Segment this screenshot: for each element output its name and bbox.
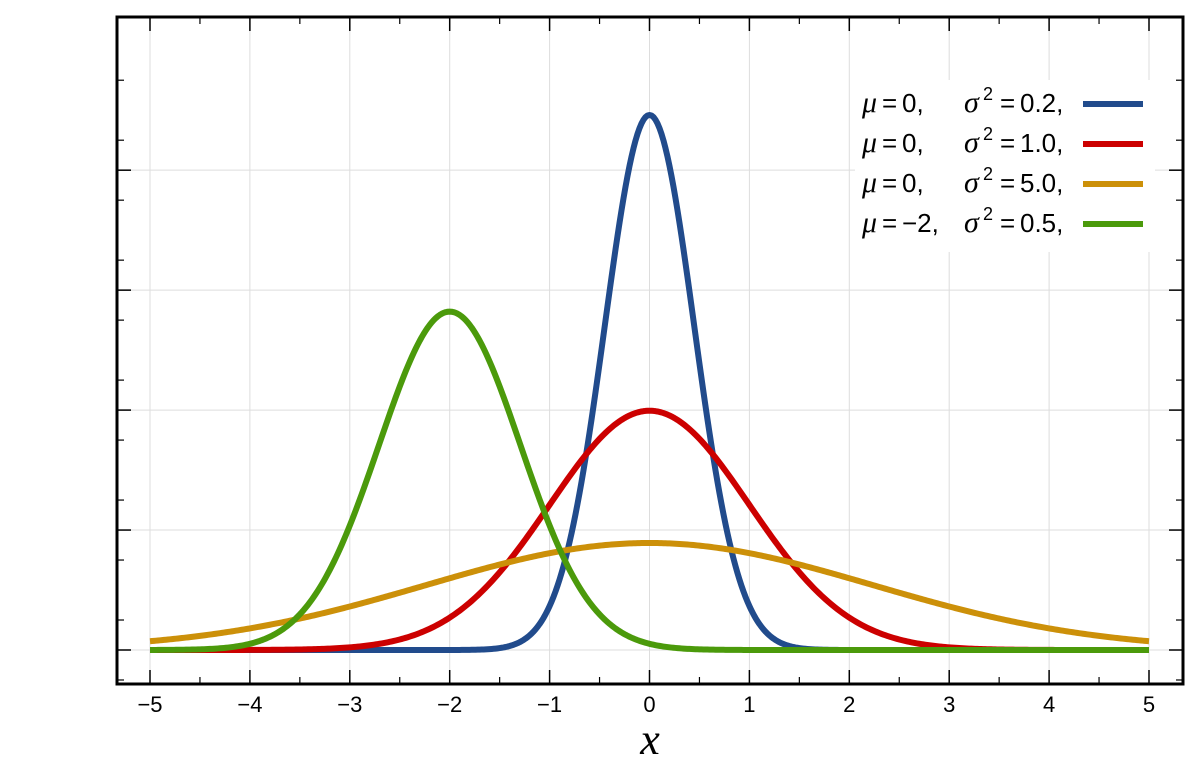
legend-mu-symbol: μ [861, 126, 877, 159]
legend-equals: = [1000, 88, 1015, 118]
x-tick-label: −1 [537, 692, 562, 717]
legend-sigma-symbol: σ [964, 166, 980, 199]
legend-sigma-symbol: σ [964, 86, 980, 119]
legend-sigma-value: 1.0, [1020, 128, 1063, 158]
legend: μ = 0, σ 2 = 0.2,μ = 0, σ 2 = 1.0,μ = 0, σ 2 = 5.0,μ = −2, σ 2… [855, 80, 1155, 252]
legend-mu-value: 0, [902, 168, 924, 198]
legend-sigma-value: 0.2, [1020, 88, 1063, 118]
legend-squared: 2 [983, 164, 993, 184]
x-tick-label: −4 [237, 692, 262, 717]
plot-frame [115, 15, 1185, 686]
legend-sigma-symbol: σ [964, 206, 980, 239]
legend-mu-symbol: μ [861, 166, 877, 199]
legend-equals: = [882, 168, 897, 198]
x-tick-label: 0 [643, 692, 655, 717]
legend-mu-value: 0, [902, 128, 924, 158]
legend-sigma-value: 0.5, [1020, 208, 1063, 238]
legend-sigma-symbol: σ [964, 126, 980, 159]
series-line [149, 308, 1150, 653]
x-tick-label: 2 [843, 692, 855, 717]
legend-squared: 2 [983, 124, 993, 144]
legend-mu-value: 0, [902, 88, 924, 118]
series-curves [149, 111, 1150, 653]
x-tick-label: −5 [137, 692, 162, 717]
legend-squared: 2 [983, 204, 993, 224]
legend-mu-symbol: μ [861, 86, 877, 119]
x-tick-label: 1 [743, 692, 755, 717]
x-tick-label: 3 [943, 692, 955, 717]
x-tick-label: 5 [1143, 692, 1155, 717]
x-tick-label: −3 [337, 692, 362, 717]
legend-equals: = [882, 88, 897, 118]
x-tick-label: −2 [437, 692, 462, 717]
legend-mu-symbol: μ [861, 206, 877, 239]
series-line [149, 539, 1150, 645]
legend-equals: = [1000, 208, 1015, 238]
legend-equals: = [1000, 128, 1015, 158]
x-axis-title: x [639, 715, 660, 764]
x-tick-labels: −5 −4 −3 −2 −1 0 1 2 3 4 5 [137, 692, 1155, 717]
legend-mu-value: −2, [902, 208, 939, 238]
legend-squared: 2 [983, 84, 993, 104]
legend-equals: = [882, 128, 897, 158]
x-tick-label: 4 [1043, 692, 1055, 717]
legend-equals: = [882, 208, 897, 238]
legend-equals: = [1000, 168, 1015, 198]
legend-sigma-value: 5.0, [1020, 168, 1063, 198]
